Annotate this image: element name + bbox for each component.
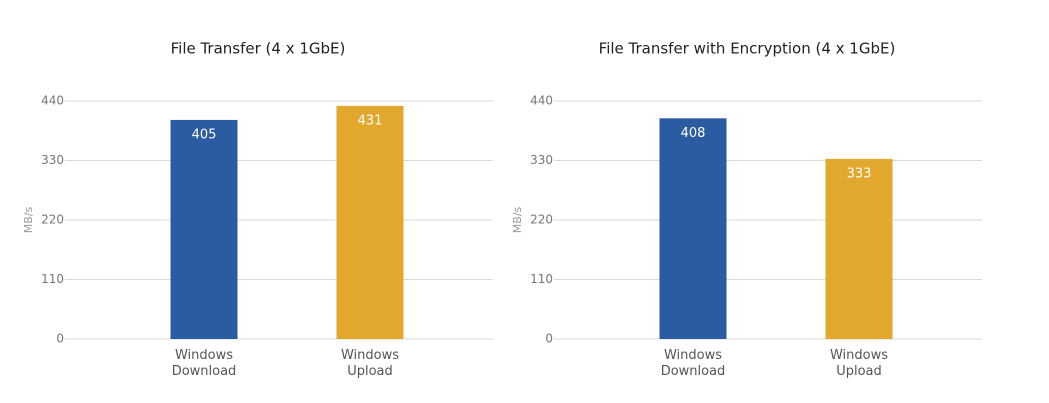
y-tick-label: 110 — [41, 272, 64, 286]
y-tick-label: 220 — [530, 213, 553, 227]
x-tick-label: Windows Download — [660, 348, 726, 379]
value-label: 431 — [358, 113, 383, 128]
bar — [825, 158, 893, 339]
x-tick-label-box: Windows Download — [660, 348, 726, 379]
bar — [336, 105, 404, 339]
y-tick-label: 330 — [41, 153, 64, 167]
y-tick-label: 0 — [56, 332, 64, 346]
chart-title: File Transfer (4 x 1GbE) — [171, 40, 346, 58]
bar — [170, 119, 238, 339]
value-label: 333 — [847, 166, 872, 181]
chart-title: File Transfer with Encryption (4 x 1GbE) — [599, 40, 896, 58]
y-tick-label: 110 — [530, 272, 553, 286]
x-tick-label: Windows Upload — [829, 348, 889, 379]
x-tick-label-box: Windows Upload — [340, 348, 400, 379]
x-tick-label: Windows Upload — [340, 348, 400, 379]
bar — [659, 118, 727, 340]
y-axis-label: MB/s — [22, 206, 35, 233]
y-tick-label: 220 — [41, 213, 64, 227]
y-tick-label: 440 — [530, 94, 553, 108]
x-tick-label-box: Windows Download — [171, 348, 237, 379]
x-tick-label: Windows Download — [171, 348, 237, 379]
x-tick-label-box: Windows Upload — [829, 348, 889, 379]
value-label: 408 — [681, 126, 706, 141]
y-tick-label: 440 — [41, 94, 64, 108]
y-axis-label: MB/s — [511, 206, 524, 233]
y-tick-label: 330 — [530, 153, 553, 167]
value-label: 405 — [192, 127, 217, 142]
y-tick-label: 0 — [545, 332, 553, 346]
